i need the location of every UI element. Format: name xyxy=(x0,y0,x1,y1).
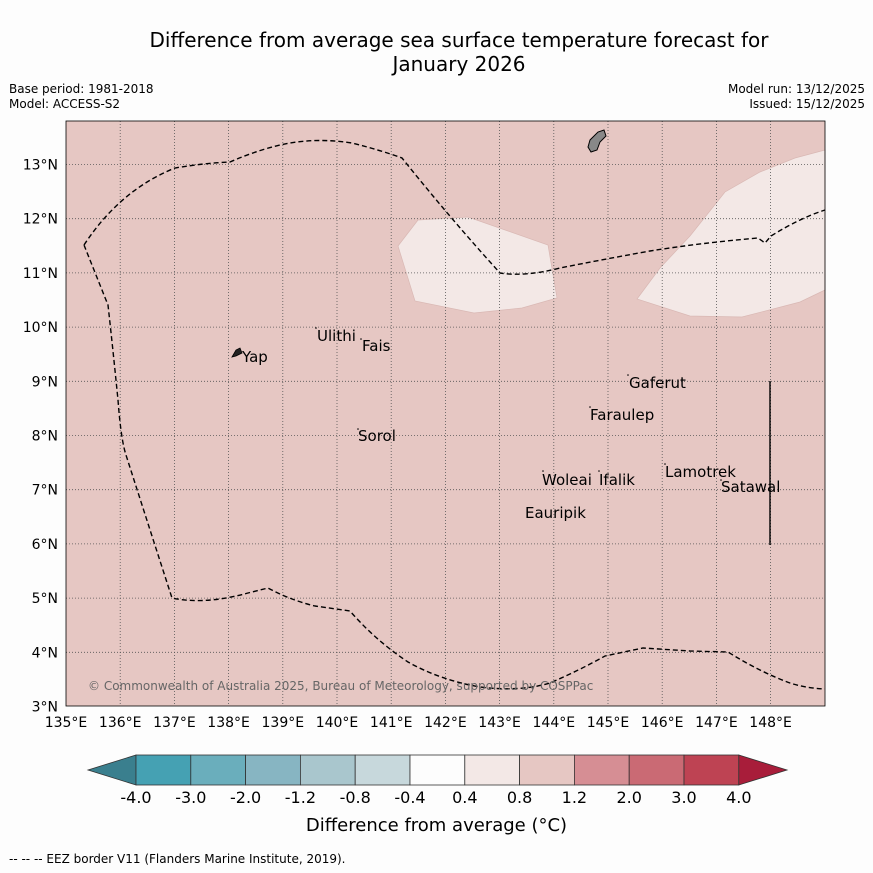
faraulep-marker xyxy=(589,406,591,408)
lon-label: 140°E xyxy=(316,715,359,731)
colorbar-tick-label: -0.4 xyxy=(394,788,426,807)
map-frame xyxy=(65,120,826,707)
label-ifalik: Ifalik xyxy=(599,471,635,489)
lon-label: 143°E xyxy=(478,715,521,731)
lat-label: 8°N xyxy=(32,429,58,445)
lat-label: 10°N xyxy=(23,320,58,336)
lon-label: 137°E xyxy=(153,715,196,731)
colorbar-tick-label: 1.2 xyxy=(561,788,588,807)
colorbar-tick-label: -4.0 xyxy=(120,788,152,807)
label-satawal: Satawal xyxy=(721,478,780,496)
title-line-1: Difference from average sea surface temp… xyxy=(149,28,769,52)
lon-label: 139°E xyxy=(262,715,305,731)
colorbar-swatch xyxy=(245,754,301,786)
eez-footnote: -- -- -- EEZ border V11 (Flanders Marine… xyxy=(9,852,346,866)
lon-label: 141°E xyxy=(370,715,413,731)
lat-label: 3°N xyxy=(32,700,58,716)
label-eauripik: Eauripik xyxy=(525,504,586,522)
lat-label: 11°N xyxy=(23,266,58,282)
lat-label: 5°N xyxy=(32,591,58,607)
colorbar-swatch xyxy=(574,754,630,786)
lon-label: 146°E xyxy=(641,715,684,731)
lat-label: 13°N xyxy=(23,158,58,174)
warm-patch-1 xyxy=(397,216,558,314)
eez-border xyxy=(83,139,826,690)
label-gaferut: Gaferut xyxy=(629,374,686,392)
colorbar xyxy=(86,754,789,786)
lon-label: 145°E xyxy=(587,715,630,731)
colorbar-tick-label: 4.0 xyxy=(726,788,752,807)
fais-marker xyxy=(360,338,362,340)
colorbar-tick-label: -1.2 xyxy=(284,788,316,807)
colorbar-tick-label: -3.0 xyxy=(175,788,207,807)
colorbar-extend-low xyxy=(86,754,137,786)
gaferut-marker xyxy=(627,374,629,376)
ifalik-marker xyxy=(598,470,600,472)
base-period: Base period: 1981-2018 xyxy=(9,82,154,96)
lat-label: 4°N xyxy=(32,645,58,661)
satawal-marker xyxy=(720,479,722,481)
lat-label: 6°N xyxy=(32,537,58,553)
label-faraulep: Faraulep xyxy=(590,406,654,424)
copyright-text: © Commonwealth of Australia 2025, Bureau… xyxy=(88,679,593,693)
label-fais: Fais xyxy=(362,337,391,355)
ulithi-marker xyxy=(315,327,317,329)
colorbar-swatch xyxy=(628,754,685,786)
yap-island xyxy=(231,347,243,358)
sorol-marker xyxy=(357,428,359,430)
lon-label: 148°E xyxy=(749,715,792,731)
lon-label: 135°E xyxy=(45,715,88,731)
island-markers xyxy=(315,327,722,481)
latitude-labels: 13°N 12°N 11°N 10°N 9°N 8°N 7°N 6°N 5°N 4°N 3°N xyxy=(23,158,58,716)
colorbar-swatch xyxy=(683,754,740,786)
lon-label: 147°E xyxy=(695,715,738,731)
colorbar-tick-label: -2.0 xyxy=(229,788,262,807)
lat-label: 12°N xyxy=(23,212,58,228)
colorbar-tick-label: 0.4 xyxy=(452,788,478,807)
lon-label: 142°E xyxy=(424,715,467,731)
lamotrek-marker xyxy=(664,463,666,465)
colorbar-swatch xyxy=(464,754,520,786)
woleai-marker xyxy=(542,470,544,472)
colorbar-swatch xyxy=(135,754,192,786)
colorbar-tick-label: 0.8 xyxy=(506,788,533,807)
label-ulithi: Ulithi xyxy=(317,327,356,345)
lat-label: 7°N xyxy=(32,483,58,499)
colorbar-swatch xyxy=(190,754,247,786)
colorbar-tick-label: 2.0 xyxy=(616,788,642,807)
colorbar-swatch xyxy=(354,754,411,786)
chart-title: Difference from average sea surface temp… xyxy=(0,28,873,76)
label-sorol: Sorol xyxy=(358,427,396,445)
label-woleai: Woleai xyxy=(542,471,592,489)
lon-label: 138°E xyxy=(207,715,250,731)
colorbar-tick-label: -0.8 xyxy=(339,788,371,807)
colorbar-tick-label: 3.0 xyxy=(671,788,697,807)
colorbar-swatch xyxy=(299,754,356,786)
colorbar-label: Difference from average (°C) xyxy=(305,815,568,836)
label-yap: Yap xyxy=(241,348,268,366)
issued-date: Issued: 15/12/2025 xyxy=(749,97,865,111)
meta-right: Model run: 13/12/2025 Issued: 15/12/2025 xyxy=(728,82,865,112)
guam-island xyxy=(587,129,607,153)
model-name: Model: ACCESS-S2 xyxy=(9,97,121,111)
colorbar-swatch xyxy=(409,754,466,786)
gridlines xyxy=(66,121,825,706)
lat-label: 9°N xyxy=(32,374,58,390)
colorbar-swatch xyxy=(519,754,575,786)
title-line-2: January 2026 xyxy=(392,52,526,76)
longitude-labels: 135°E 136°E 137°E 138°E 139°E 140°E 141°E 142°E… xyxy=(45,715,792,731)
colorbar-extend-high xyxy=(738,754,789,786)
label-lamotrek: Lamotrek xyxy=(665,463,736,481)
lon-label: 144°E xyxy=(533,715,576,731)
model-run: Model run: 13/12/2025 xyxy=(727,82,865,96)
meta-left: Base period: 1981-2018 Model: ACCESS-S2 xyxy=(9,82,154,112)
warm-patch-2 xyxy=(636,149,826,318)
lon-label: 136°E xyxy=(99,715,142,731)
